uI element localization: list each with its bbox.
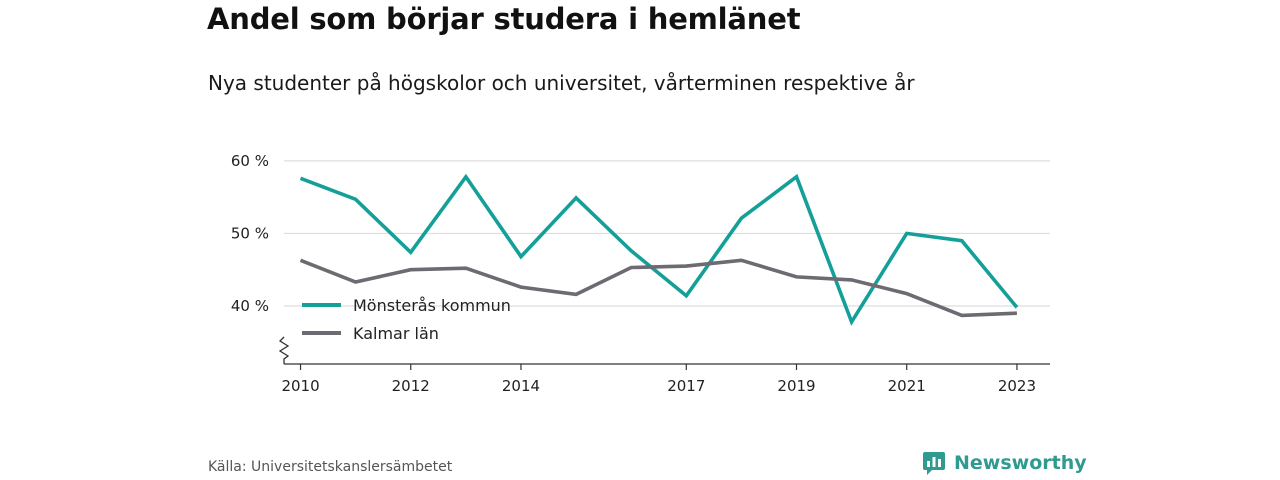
axes: 40 % 50 % 60 % 2010 2012 2014 2017 2019 2021 2023: [231, 152, 1050, 395]
grid-lines: [284, 160, 1050, 307]
newsworthy-logo: Newsworthy: [922, 451, 1087, 475]
series-line: [299, 258, 1017, 318]
line-chart: 40 % 50 % 60 % 2010 2012 2014 2017 2019 2021 2023…: [231, 152, 1050, 395]
chart-subtitle: Nya studenter på högskolor och universit…: [208, 71, 915, 95]
bar-chart-speech-bubble-icon: [923, 452, 945, 475]
source-note: Källa: Universitetskanslersämbetet: [208, 459, 453, 475]
x-tick-label: 2017: [667, 377, 705, 395]
x-tick-label: 2021: [888, 377, 926, 395]
brand-name: Newsworthy: [954, 452, 1087, 474]
y-tick-label: 50 %: [231, 224, 269, 242]
y-tick-label: 40 %: [231, 297, 269, 315]
axis-break-icon: [278, 336, 290, 364]
legend-label: Kalmar län: [353, 324, 439, 343]
x-tick-label: 2012: [392, 377, 430, 395]
x-tick-label: 2019: [777, 377, 815, 395]
legend-label: Mönsterås kommun: [353, 296, 511, 315]
x-tick-label: 2010: [281, 377, 319, 395]
x-tick-label: 2014: [502, 377, 540, 395]
x-tick-label: 2023: [998, 377, 1036, 395]
legend: Mönsterås kommun Kalmar län: [302, 296, 511, 343]
series-line: [299, 173, 1019, 326]
y-tick-label: 60 %: [231, 152, 269, 170]
series-lines: [299, 173, 1019, 326]
chart-title: Andel som börjar studera i hemlänet: [207, 2, 801, 36]
